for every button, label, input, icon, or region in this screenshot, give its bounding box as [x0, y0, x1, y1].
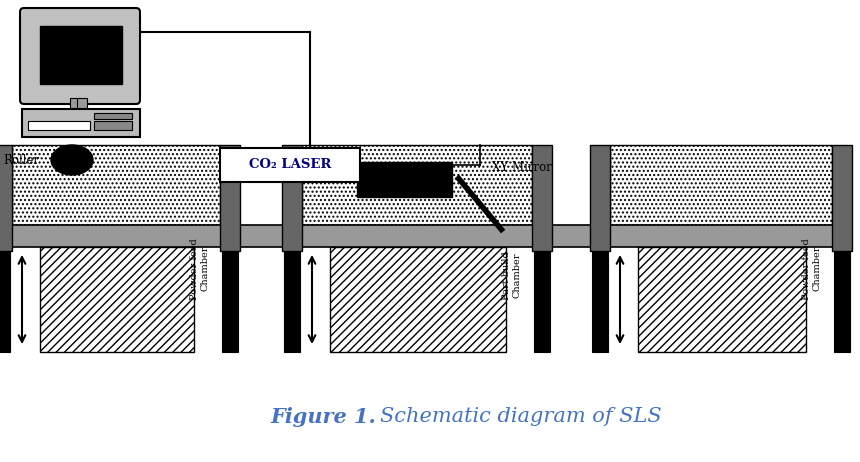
Bar [40, 26, 122, 84]
Bar [0, 145, 12, 251]
Bar [12, 145, 220, 225]
Bar [534, 247, 550, 352]
Ellipse shape [51, 145, 93, 175]
Text: Figure 1.: Figure 1. [270, 407, 376, 427]
Bar [77, 98, 87, 112]
Bar [532, 145, 552, 251]
Bar [590, 145, 610, 251]
Bar [832, 145, 852, 251]
Bar [44, 32, 118, 50]
Bar [302, 145, 532, 225]
Bar [94, 113, 132, 119]
Text: Part build
Chamber: Part build Chamber [502, 251, 522, 299]
FancyBboxPatch shape [20, 8, 140, 104]
Text: Schematic diagram of SLS: Schematic diagram of SLS [380, 407, 661, 426]
Bar [282, 145, 302, 251]
Text: Powder feed
Chamber: Powder feed Chamber [190, 238, 210, 299]
Bar [330, 247, 506, 352]
Text: XY Mirror: XY Mirror [492, 161, 552, 174]
Bar [357, 162, 452, 197]
Bar [220, 145, 240, 251]
Bar [284, 247, 300, 352]
Bar [28, 121, 90, 130]
Text: Roller: Roller [3, 153, 39, 166]
Bar [592, 247, 608, 352]
Bar [638, 247, 806, 352]
Bar [22, 109, 140, 137]
Bar [610, 145, 832, 225]
Bar [40, 247, 194, 352]
Bar [834, 247, 850, 352]
Bar [0, 247, 10, 352]
Bar [222, 247, 238, 352]
Bar [220, 148, 360, 182]
Bar [70, 98, 80, 112]
Text: Powder feed
Chamber: Powder feed Chamber [802, 238, 821, 299]
Bar [94, 121, 132, 130]
Bar [10, 225, 848, 247]
Text: CO₂ LASER: CO₂ LASER [249, 158, 331, 171]
